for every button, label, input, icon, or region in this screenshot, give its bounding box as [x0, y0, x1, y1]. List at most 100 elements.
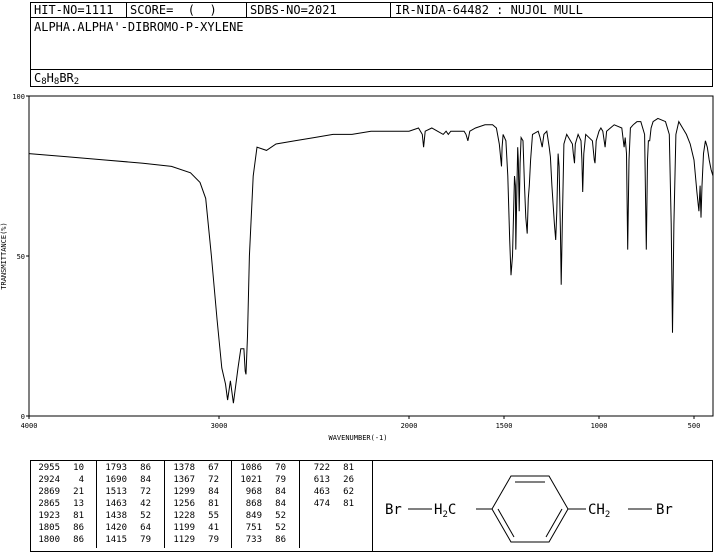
- peak-wavenumber: 2869: [38, 487, 60, 497]
- peak-wavenumber: 1378: [173, 463, 195, 473]
- peak-table-divider: [231, 460, 232, 548]
- peak-transmittance: 72: [140, 487, 151, 497]
- peak-transmittance: 41: [208, 523, 219, 533]
- peak-transmittance: 13: [73, 499, 84, 509]
- peak-entry: 751 52: [236, 523, 286, 533]
- peak-wavenumber: 722: [313, 463, 330, 473]
- spectrum-line: [28, 117, 714, 404]
- peak-wavenumber: 1021: [240, 475, 262, 485]
- peak-transmittance: 84: [208, 487, 219, 497]
- peak-entry: 1129 79: [169, 535, 219, 545]
- peak-entry: 1086 70: [236, 463, 286, 473]
- peak-transmittance: 21: [73, 487, 84, 497]
- peak-transmittance: 70: [275, 463, 286, 473]
- peak-entry: 1420 64: [101, 523, 151, 533]
- peak-entry: 613 26: [304, 475, 354, 485]
- peak-wavenumber: 968: [245, 487, 262, 497]
- peak-wavenumber: 1415: [105, 535, 127, 545]
- peak-wavenumber: 1228: [173, 511, 195, 521]
- structure-box: [372, 460, 713, 552]
- peak-entry: 1299 84: [169, 487, 219, 497]
- x-tick-label: 500: [688, 422, 701, 430]
- peak-wavenumber: 2924: [38, 475, 60, 485]
- peak-transmittance: 84: [140, 475, 151, 485]
- peak-transmittance: 42: [140, 499, 151, 509]
- peak-transmittance: 84: [275, 487, 286, 497]
- peak-wavenumber: 1420: [105, 523, 127, 533]
- x-tick-label: 1500: [496, 422, 513, 430]
- compound-name: ALPHA.ALPHA'-DIBROMO-P-XYLENE: [34, 20, 244, 34]
- peak-entry: 2924 4: [34, 475, 84, 485]
- peak-entry: 2865 13: [34, 499, 84, 509]
- peak-transmittance: 62: [343, 487, 354, 497]
- peak-entry: 1438 52: [101, 511, 151, 521]
- peak-transmittance: 10: [73, 463, 84, 473]
- peak-transmittance: 79: [140, 535, 151, 545]
- peak-wavenumber: 474: [313, 499, 330, 509]
- peak-transmittance: 81: [208, 499, 219, 509]
- left-ch2: H2C: [434, 502, 456, 520]
- peak-entry: 1800 86: [34, 535, 84, 545]
- peak-transmittance: 79: [208, 535, 219, 545]
- y-tick-label: 0: [21, 413, 25, 421]
- peak-transmittance: 64: [140, 523, 151, 533]
- peak-entry: 868 84: [236, 499, 286, 509]
- peak-entry: 1367 72: [169, 475, 219, 485]
- peak-entry: 1793 86: [101, 463, 151, 473]
- formula-part: BR: [59, 71, 74, 85]
- x-tick-label: 3000: [211, 422, 228, 430]
- peak-wavenumber: 1793: [105, 463, 127, 473]
- peak-entry: 1513 72: [101, 487, 151, 497]
- peak-transmittance: 86: [140, 463, 151, 473]
- peak-entry: 1256 81: [169, 499, 219, 509]
- x-tick-label: 1000: [591, 422, 608, 430]
- peak-transmittance: 72: [208, 475, 219, 485]
- sdbs-number: SDBS-NO=2021: [250, 3, 337, 17]
- header-divider-1: [126, 2, 127, 18]
- y-axis-label: TRANSMITTANCE(%): [0, 222, 8, 289]
- peak-entry: 722 81: [304, 463, 354, 473]
- peak-wavenumber: 1256: [173, 499, 195, 509]
- score: SCORE= ( ): [130, 3, 217, 17]
- peak-table-divider: [96, 460, 97, 548]
- peak-transmittance: 52: [275, 523, 286, 533]
- formula-part: H: [46, 71, 54, 85]
- peak-wavenumber: 1463: [105, 499, 127, 509]
- peak-entry: 1199 41: [169, 523, 219, 533]
- hit-number: HIT-NO=1111: [34, 3, 114, 17]
- peak-wavenumber: 751: [245, 523, 262, 533]
- header-divider-2: [246, 2, 247, 18]
- ring-double-bond-2: [545, 508, 563, 538]
- peak-wavenumber: 1690: [105, 475, 127, 485]
- peak-wavenumber: 1923: [38, 511, 60, 521]
- x-axis-label: WAVENUMBER(-1): [328, 434, 387, 442]
- peak-wavenumber: 1367: [173, 475, 195, 485]
- formula-part: C: [34, 71, 42, 85]
- peak-wavenumber: 2865: [38, 499, 60, 509]
- peak-wavenumber: 1805: [38, 523, 60, 533]
- peak-entry: 1378 67: [169, 463, 219, 473]
- x-tick-label: 2000: [401, 422, 418, 430]
- peak-transmittance: 81: [343, 463, 354, 473]
- peak-wavenumber: 1299: [173, 487, 195, 497]
- peak-entry: 1690 84: [101, 475, 151, 485]
- plot-frame: [28, 95, 714, 417]
- peak-wavenumber: 2955: [38, 463, 60, 473]
- peak-transmittance: 86: [73, 535, 84, 545]
- peak-entry: 1805 86: [34, 523, 84, 533]
- peak-entry: 849 52: [236, 511, 286, 521]
- formula-part: 8: [41, 77, 47, 87]
- peak-entry: 2869 21: [34, 487, 84, 497]
- ir-spectrum-chart: 0 50 100 4000 3000 2000 1500 1000 500 WAVENUMBE…: [0, 93, 714, 442]
- peak-transmittance: 52: [275, 511, 286, 521]
- benzene-ring: [491, 475, 569, 543]
- peak-entry: 1923 81: [34, 511, 84, 521]
- peak-table-divider: [164, 460, 165, 548]
- y-tick-label: 100: [12, 93, 25, 101]
- peak-wavenumber: 613: [313, 475, 330, 485]
- peak-wavenumber: 1129: [173, 535, 195, 545]
- peak-transmittance: 55: [208, 511, 219, 521]
- peak-transmittance: 67: [208, 463, 219, 473]
- peak-entry: 463 62: [304, 487, 354, 497]
- peak-transmittance: 81: [73, 511, 84, 521]
